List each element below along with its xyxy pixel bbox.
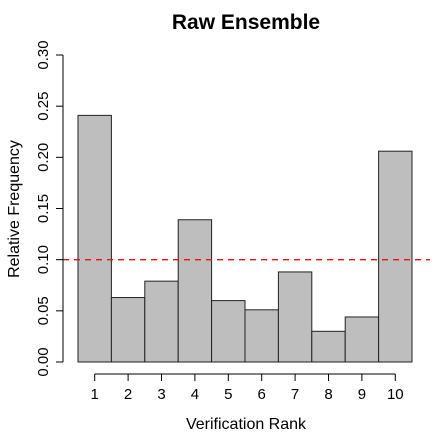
y-axis-label: Relative Frequency	[6, 140, 23, 278]
bar-rank-5	[211, 300, 246, 363]
x-tick-label: 10	[387, 386, 404, 403]
x-tick-label: 8	[324, 386, 332, 403]
y-tick-label: 0.00	[35, 347, 52, 376]
x-tick-label: 7	[291, 386, 299, 403]
chart-title: Raw Ensemble	[172, 11, 320, 34]
x-tick-label: 2	[124, 386, 132, 403]
x-tick-label: 5	[224, 386, 232, 403]
x-tick-label: 4	[191, 386, 199, 403]
bar-rank-4	[177, 219, 213, 363]
x-tick-label: 3	[157, 386, 165, 403]
x-axis: 1 2 3 4 5 6 7 8 9 10	[91, 373, 404, 403]
x-tick-label: 1	[91, 386, 99, 403]
y-tick-label: 0.20	[35, 143, 52, 172]
bar-rank-9	[344, 316, 380, 363]
bars-group	[77, 114, 413, 363]
y-axis: 0.00 0.05 0.10 0.15 0.20 0.25 0.30	[35, 40, 64, 377]
bar-rank-6	[244, 309, 279, 363]
bar-rank-1	[77, 114, 112, 363]
x-axis-label: Verification Rank	[186, 416, 307, 433]
bar-rank-8	[311, 330, 346, 363]
bar-rank-2	[110, 297, 146, 363]
y-tick-label: 0.15	[35, 194, 52, 223]
y-tick-label: 0.10	[35, 245, 52, 274]
x-tick-label: 9	[358, 386, 366, 403]
x-tick-label: 6	[258, 386, 266, 403]
y-tick-label: 0.05	[35, 296, 52, 325]
y-tick-label: 0.25	[35, 92, 52, 121]
bar-rank-3	[144, 280, 179, 363]
bar-rank-10	[378, 150, 413, 363]
bar-rank-7	[277, 271, 313, 363]
y-tick-label: 0.30	[35, 40, 52, 69]
